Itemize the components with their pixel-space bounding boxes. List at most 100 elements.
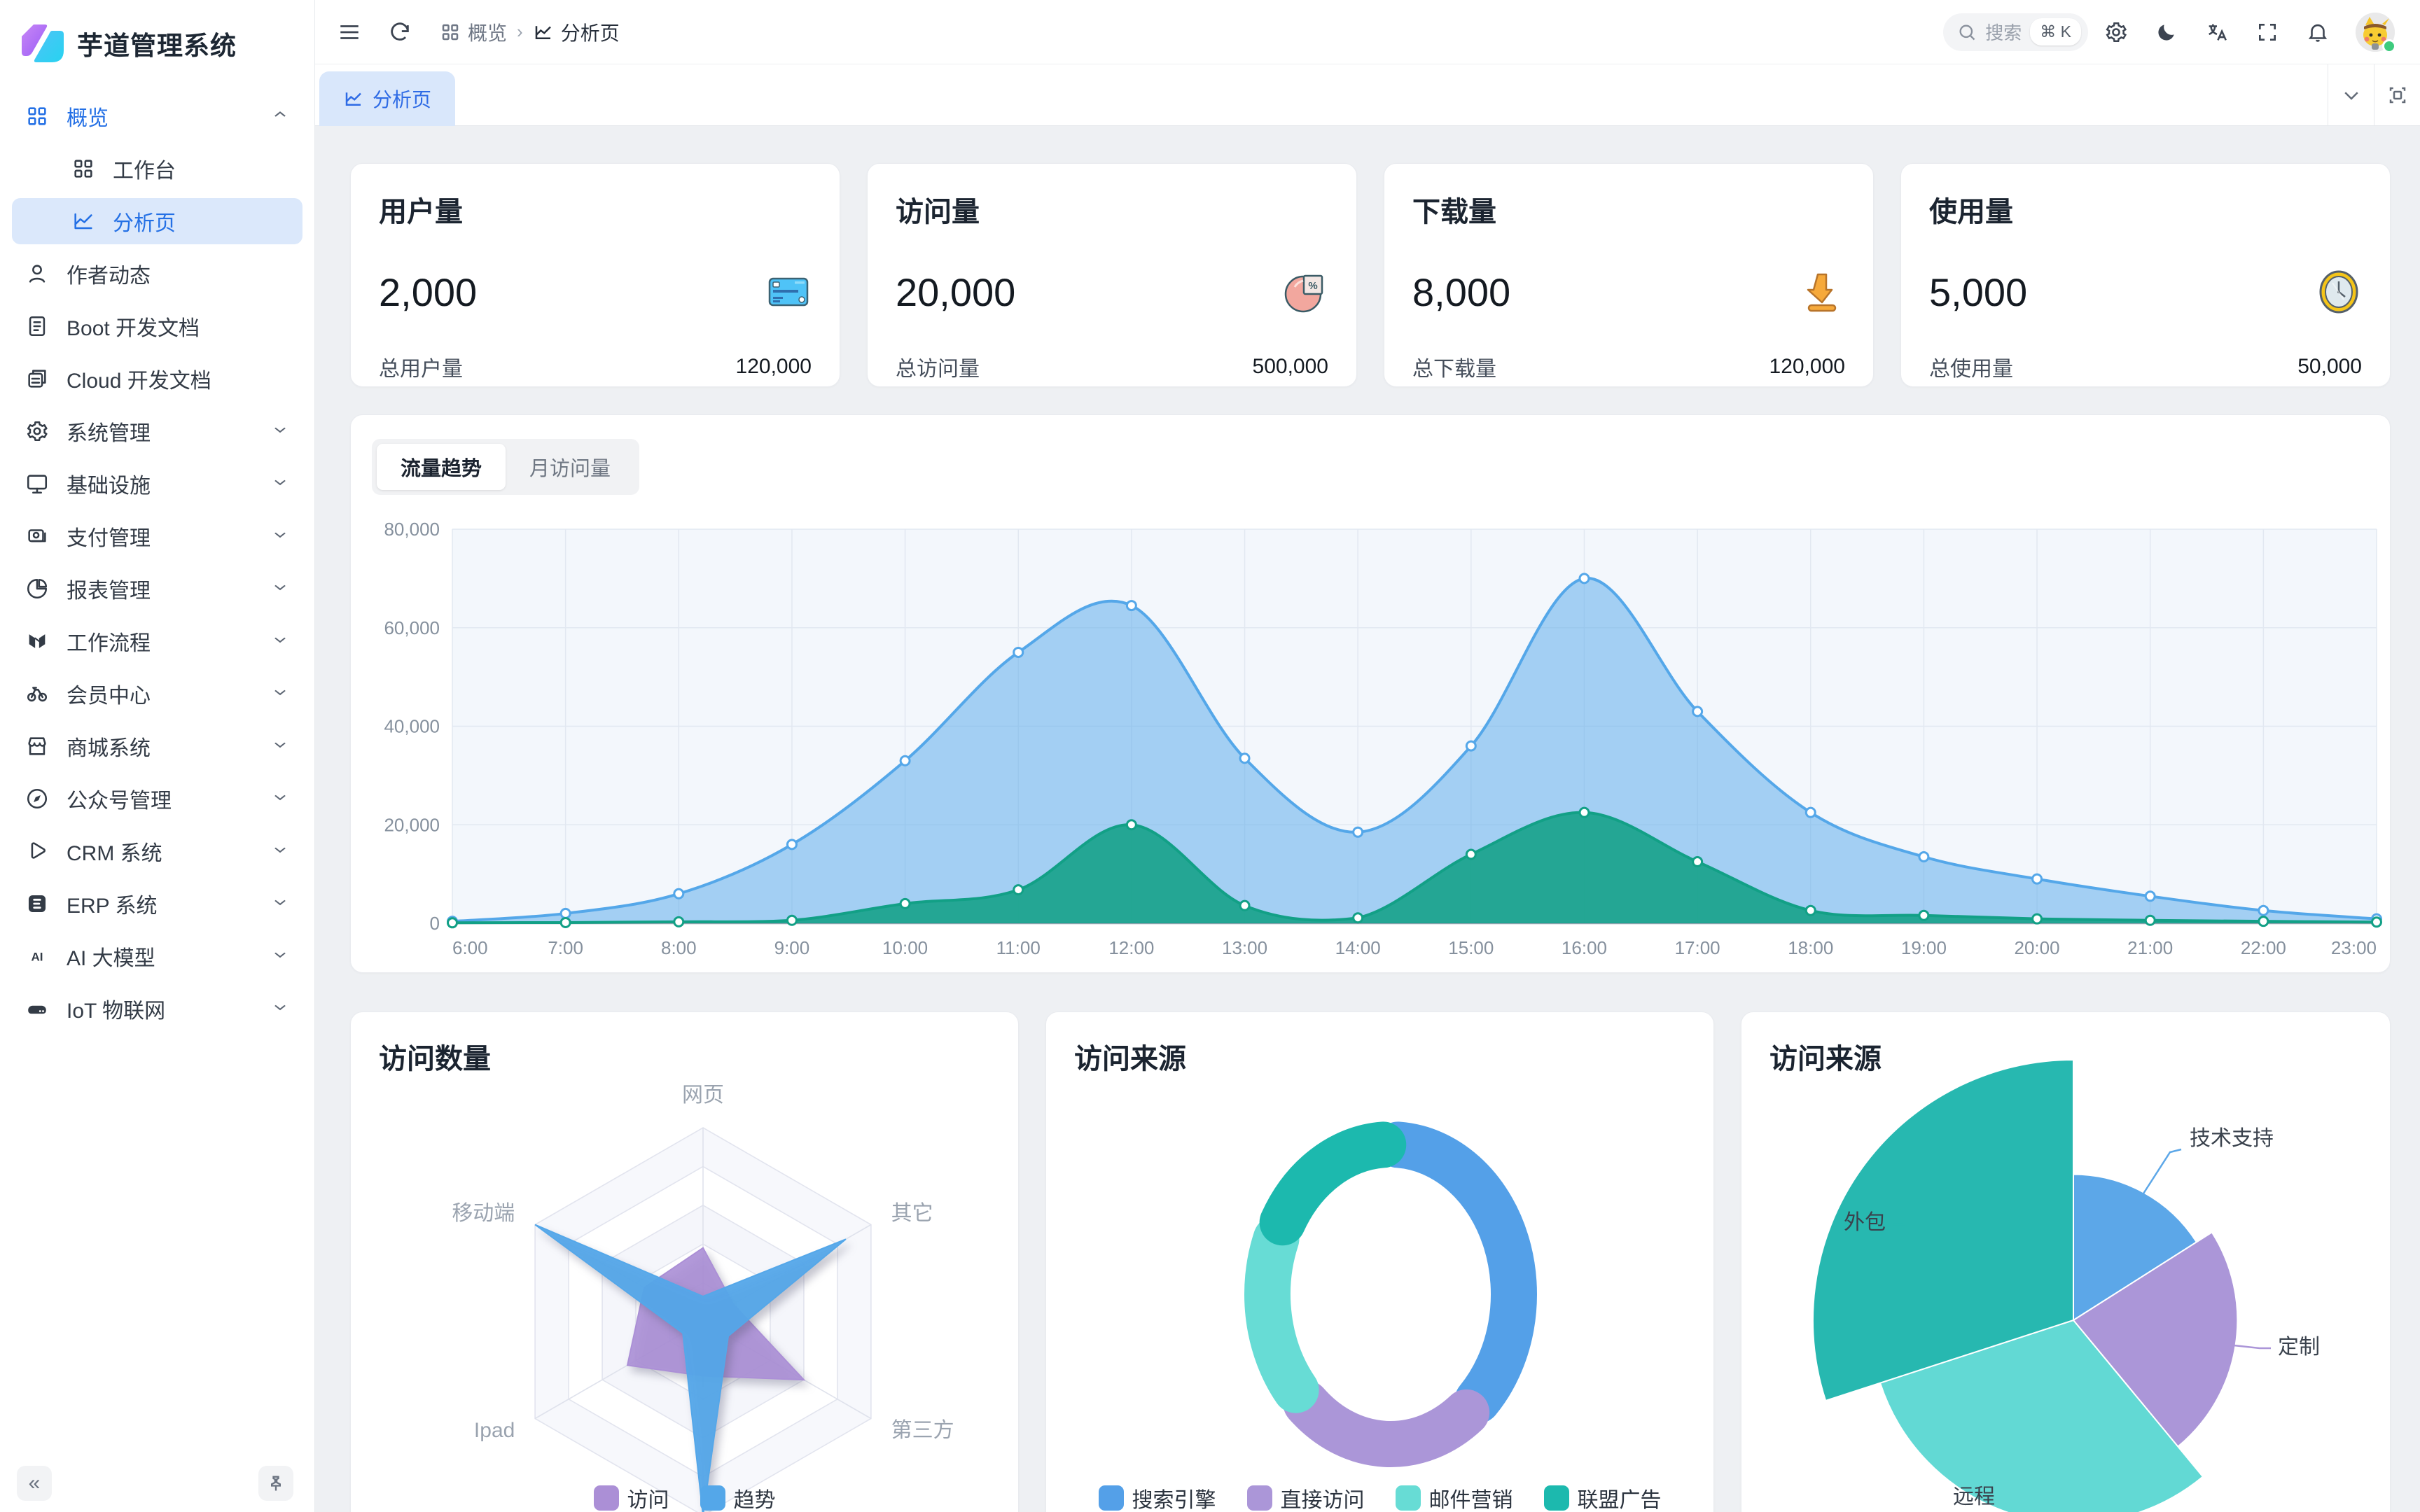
data-point[interactable] (1692, 706, 1704, 718)
sidebar-toggle-button[interactable] (333, 16, 366, 48)
data-point[interactable] (1125, 819, 1137, 831)
sidebar-item-3[interactable]: 作者动态 (12, 251, 302, 297)
data-point[interactable] (1013, 646, 1024, 658)
radar-chart[interactable]: 网页其它第三方客户端Ipad移动端 (351, 1061, 1018, 1512)
legend-item-趋势[interactable]: 趋势 (700, 1483, 776, 1512)
tab-list-dropdown-button[interactable] (2328, 64, 2374, 125)
sidebar-item-1[interactable]: 工作台 (12, 146, 302, 192)
data-point[interactable] (447, 917, 458, 929)
data-point[interactable] (1918, 909, 1930, 921)
sidebar-item-7[interactable]: 基础设施 (12, 461, 302, 507)
sidebar-item-2[interactable]: 分析页 (12, 198, 302, 244)
data-point[interactable] (1918, 850, 1930, 862)
data-point[interactable] (1465, 740, 1477, 752)
user-avatar[interactable] (2356, 12, 2396, 53)
sidebar-item-17[interactable]: IoT 物联网 (12, 986, 302, 1032)
maximize-content-button[interactable] (2374, 64, 2420, 125)
data-point[interactable] (559, 907, 571, 919)
data-point[interactable] (899, 755, 911, 766)
radar-series-趋势[interactable] (534, 1224, 847, 1512)
y-axis-label: 0 (430, 913, 440, 934)
data-point[interactable] (2144, 914, 2156, 926)
tab-analysis[interactable]: 分析页 (319, 71, 456, 126)
data-point[interactable] (2031, 913, 2043, 925)
data-point[interactable] (2031, 873, 2043, 885)
tab-traffic-trend[interactable]: 流量趋势 (377, 444, 506, 490)
donut-slice-邮件营销[interactable] (1244, 1215, 1319, 1413)
data-point[interactable] (1804, 806, 1816, 818)
tab-monthly-visits[interactable]: 月访问量 (529, 458, 611, 480)
notifications-button[interactable] (2295, 13, 2340, 51)
legend-swatch (1246, 1485, 1272, 1511)
data-point[interactable] (1578, 573, 1590, 584)
data-point[interactable] (1465, 848, 1477, 860)
header: 概览 › 分析页 搜索 ⌘ K (315, 0, 2420, 64)
sidebar-item-10[interactable]: 工作流程 (12, 618, 302, 664)
fullscreen-button[interactable] (2245, 13, 2290, 51)
data-point[interactable] (1692, 856, 1704, 868)
legend-item-搜索引擎[interactable]: 搜索引擎 (1098, 1483, 1216, 1512)
sidebar-collapse-button[interactable]: « (17, 1466, 52, 1501)
data-point[interactable] (2258, 916, 2269, 927)
sidebar-item-8[interactable]: 支付管理 (12, 513, 302, 559)
language-button[interactable] (2195, 13, 2239, 51)
sidebar-item-0[interactable]: 概览 (12, 93, 302, 139)
data-point[interactable] (673, 916, 685, 927)
legend-item-直接访问[interactable]: 直接访问 (1246, 1483, 1365, 1512)
legend-item-访问[interactable]: 访问 (593, 1483, 669, 1512)
sidebar-item-4[interactable]: Boot 开发文档 (12, 303, 302, 349)
gear-icon (2106, 22, 2127, 42)
play-icon (31, 842, 46, 859)
data-point[interactable] (1352, 912, 1364, 924)
stat-value: 20,000 (896, 270, 1016, 314)
data-point[interactable] (2258, 904, 2269, 916)
breadcrumb-item-analysis[interactable]: 分析页 (533, 18, 620, 46)
chevron-down-icon (274, 427, 286, 433)
data-point[interactable] (673, 888, 685, 899)
sidebar-item-5[interactable]: Cloud 开发文档 (12, 356, 302, 402)
data-point[interactable] (1013, 884, 1024, 896)
area-series-0 (452, 578, 2377, 923)
sidebar-item-11[interactable]: 会员中心 (12, 671, 302, 717)
data-point[interactable] (786, 839, 798, 850)
refresh-button[interactable] (384, 16, 416, 48)
data-point[interactable] (2371, 916, 2382, 928)
data-point[interactable] (1125, 600, 1137, 612)
breadcrumb-item-overview[interactable]: 概览 (440, 18, 507, 46)
sidebar-item-15[interactable]: ERP 系统 (12, 881, 302, 927)
pie-percent-icon: % (1282, 269, 1328, 315)
settings-button[interactable] (2094, 13, 2139, 51)
x-axis-label: 14:00 (1335, 937, 1381, 958)
sidebar-item-9[interactable]: 报表管理 (12, 566, 302, 612)
legend-item-联盟广告[interactable]: 联盟广告 (1543, 1483, 1662, 1512)
traffic-area-chart[interactable]: 0 20,000 40,000 60,000 80,000 6:00 7:00 8:00 9:0… (351, 415, 2390, 972)
legend-swatch (700, 1485, 725, 1511)
donut-slice-搜索引擎[interactable] (1375, 1121, 1537, 1424)
data-point[interactable] (1804, 904, 1816, 916)
data-point[interactable] (1578, 806, 1590, 818)
donut-chart[interactable] (1046, 1061, 1713, 1512)
data-point[interactable] (786, 914, 798, 926)
data-point[interactable] (559, 916, 571, 928)
sidebar-pin-button[interactable] (258, 1466, 293, 1501)
data-point[interactable] (2144, 890, 2156, 902)
data-point[interactable] (1352, 826, 1364, 838)
legend-item-邮件营销[interactable]: 邮件营销 (1395, 1483, 1513, 1512)
data-point[interactable] (899, 897, 911, 909)
sidebar-item-14[interactable]: CRM 系统 (12, 828, 302, 874)
donut-slice-直接访问[interactable] (1283, 1380, 1490, 1467)
sidebar-item-16[interactable]: AI AI 大模型 (12, 933, 302, 979)
chevron-down-icon (274, 1004, 286, 1010)
sidebar-item-13[interactable]: 公众号管理 (12, 776, 302, 822)
sidebar-item-6[interactable]: 系统管理 (12, 408, 302, 454)
data-point[interactable] (1239, 752, 1251, 764)
logo-row[interactable]: 芋道管理系统 (0, 0, 314, 67)
sidebar-item-12[interactable]: 商城系统 (12, 723, 302, 769)
rose-slice-远程[interactable] (1879, 1319, 2204, 1512)
rose-slice-外包[interactable] (1812, 1058, 2074, 1402)
dark-mode-toggle[interactable] (2144, 13, 2189, 51)
donut-slice-联盟广告[interactable] (1259, 1121, 1407, 1246)
data-point[interactable] (1239, 899, 1251, 911)
global-search-input[interactable]: 搜索 ⌘ K (1943, 13, 2088, 51)
